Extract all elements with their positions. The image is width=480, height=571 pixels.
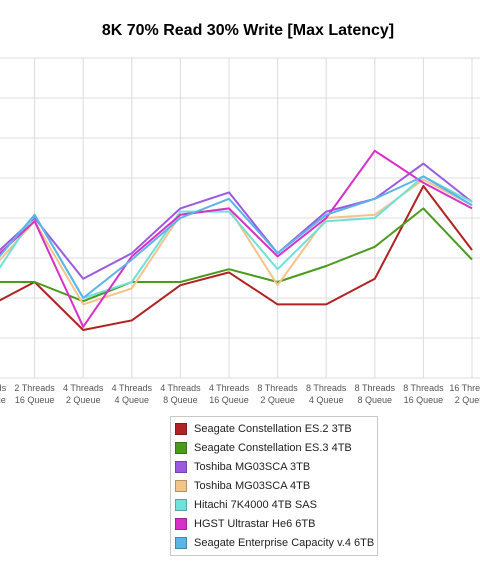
legend-item: Seagate Constellation ES.3 4TB (171, 438, 377, 457)
x-tick-label: 2 Threads (14, 383, 55, 393)
legend-item: HGST Ultrastar He6 6TB (171, 514, 377, 533)
x-axis-ticks: 1 Threads 16 Queue 2 Threads 16 Queue 4 Thre… (0, 383, 480, 405)
legend-label: Toshiba MG03SCA 3TB (194, 460, 311, 473)
series-line (0, 175, 473, 299)
legend-label: Seagate Enterprise Capacity v.4 6TB (194, 536, 375, 549)
legend-item: Toshiba MG03SCA 4TB (171, 476, 377, 495)
x-tick-label: 16 Queue (209, 395, 249, 405)
x-tick-label: 4 Threads (160, 383, 201, 393)
x-tick-label: 8 Queue (358, 395, 393, 405)
legend-item: Seagate Enterprise Capacity v.4 6TB (171, 533, 377, 552)
x-tick-label: 16 Threads (449, 383, 480, 393)
x-tick-label: 8 Queue (163, 395, 198, 405)
x-tick-label: 4 Threads (112, 383, 153, 393)
x-tick-label: 16 Queue (404, 395, 444, 405)
x-tick-label: 4 Threads (209, 383, 250, 393)
legend-swatch (175, 498, 187, 511)
x-tick-label: 16 Queue (15, 395, 55, 405)
legend: Seagate Constellation ES.2 3TB Seagate Co… (170, 416, 378, 556)
x-tick-label: 4 Queue (115, 395, 150, 405)
legend-swatch (175, 422, 187, 435)
legend-swatch (175, 441, 187, 454)
series-line (0, 178, 473, 306)
x-tick-label: 8 Threads (306, 383, 347, 393)
legend-label: Seagate Constellation ES.2 3TB (194, 422, 352, 435)
legend-item: Seagate Constellation ES.2 3TB (171, 419, 377, 438)
x-tick-label: 2 Queue (66, 395, 101, 405)
x-tick-label: 8 Threads (257, 383, 298, 393)
x-tick-label: 8 Threads (403, 383, 444, 393)
legend-label: HGST Ultrastar He6 6TB (194, 517, 316, 530)
x-tick-label: 1 Threads (0, 383, 7, 393)
legend-swatch (175, 536, 187, 549)
x-tick-label: 16 Queue (0, 395, 6, 405)
x-tick-label: 4 Queue (309, 395, 344, 405)
series-line (0, 207, 473, 303)
legend-swatch (175, 517, 187, 530)
x-tick-label: 2 Queue (455, 395, 480, 405)
legend-swatch (175, 479, 187, 492)
series-lines (0, 149, 473, 331)
legend-swatch (175, 460, 187, 473)
series-line (0, 149, 473, 328)
legend-item: Toshiba MG03SCA 3TB (171, 457, 377, 476)
legend-label: Hitachi 7K4000 4TB SAS (194, 498, 317, 511)
legend-item: Hitachi 7K4000 4TB SAS (171, 495, 377, 514)
x-tick-label: 2 Queue (260, 395, 295, 405)
legend-label: Seagate Constellation ES.3 4TB (194, 441, 352, 454)
x-tick-label: 8 Threads (355, 383, 396, 393)
legend-label: Toshiba MG03SCA 4TB (194, 479, 311, 492)
chart-title: 8K 70% Read 30% Write [Max Latency] (102, 22, 394, 39)
x-tick-label: 4 Threads (63, 383, 104, 393)
